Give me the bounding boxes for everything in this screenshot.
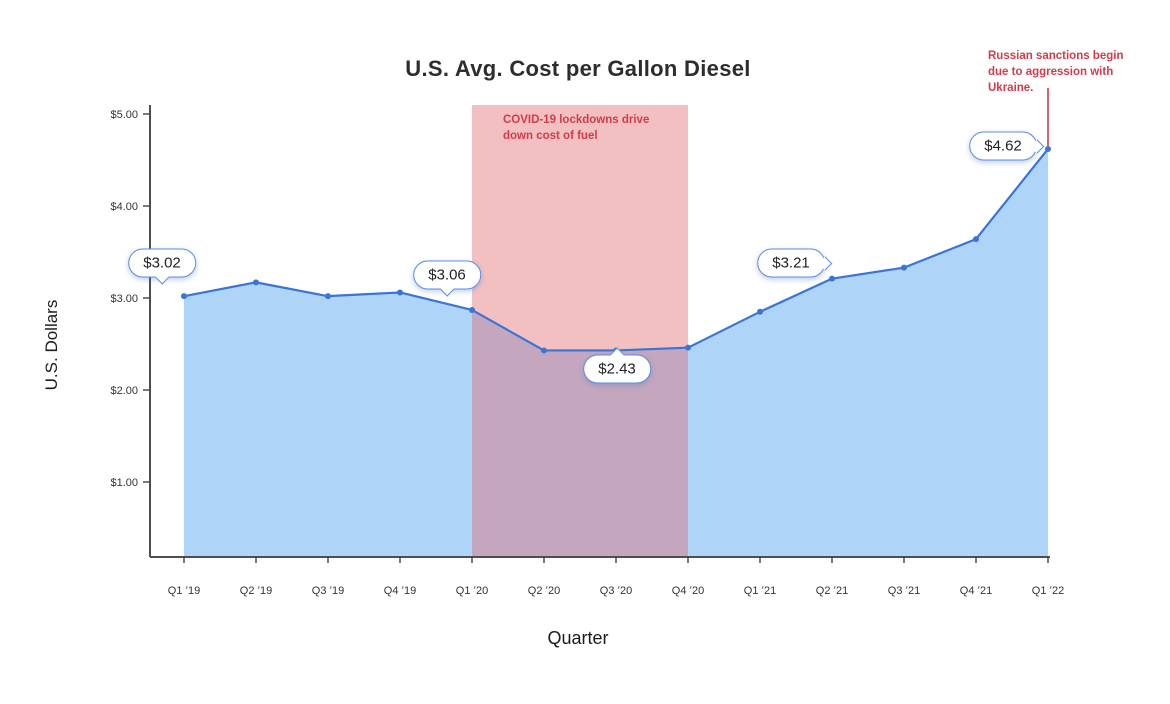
data-point	[253, 279, 259, 286]
x-tick-label: Q3 ’19	[312, 585, 344, 597]
x-tick-label: Q1 ’21	[744, 585, 776, 597]
data-point	[829, 275, 835, 282]
y-tick-label: $4.00	[110, 201, 138, 213]
data-point	[973, 236, 979, 243]
x-tick-label: Q2 ’21	[816, 585, 848, 597]
x-tick-label: Q2 ’20	[528, 585, 560, 597]
data-point	[469, 306, 475, 313]
russia-sanctions-annotation: Russian sanctions begin due to aggressio…	[988, 50, 1124, 95]
chart-title: U.S. Avg. Cost per Gallon Diesel	[405, 56, 751, 81]
data-point	[901, 264, 907, 271]
data-point	[685, 344, 691, 351]
y-tick-label: $2.00	[110, 385, 138, 397]
x-tick-label: Q1 ’22	[1032, 585, 1064, 597]
data-point	[325, 293, 331, 300]
data-point	[181, 293, 187, 300]
x-tick-label: Q3 ’20	[600, 585, 632, 597]
x-tick-label: Q1 ’20	[456, 585, 488, 597]
x-tick-label: Q4 ’20	[672, 585, 704, 597]
y-tick-label: $1.00	[110, 477, 138, 489]
x-tick-label: Q3 ’21	[888, 585, 920, 597]
data-point	[757, 308, 763, 315]
y-tick-label: $5.00	[110, 109, 138, 121]
x-tick-label: Q4 ’19	[384, 585, 416, 597]
x-tick-label: Q1 ’19	[168, 585, 200, 597]
x-axis-title: Quarter	[547, 628, 609, 648]
x-tick-label: Q4 ’21	[960, 585, 992, 597]
data-point	[1045, 145, 1051, 152]
data-point	[541, 347, 547, 354]
data-point	[397, 289, 403, 296]
y-tick-label: $3.00	[110, 293, 138, 305]
x-tick-label: Q2 ’19	[240, 585, 272, 597]
covid-band	[472, 105, 688, 557]
covid-annotation: COVID-19 lockdowns drive down cost of fu…	[503, 114, 650, 143]
data-point	[613, 347, 619, 354]
